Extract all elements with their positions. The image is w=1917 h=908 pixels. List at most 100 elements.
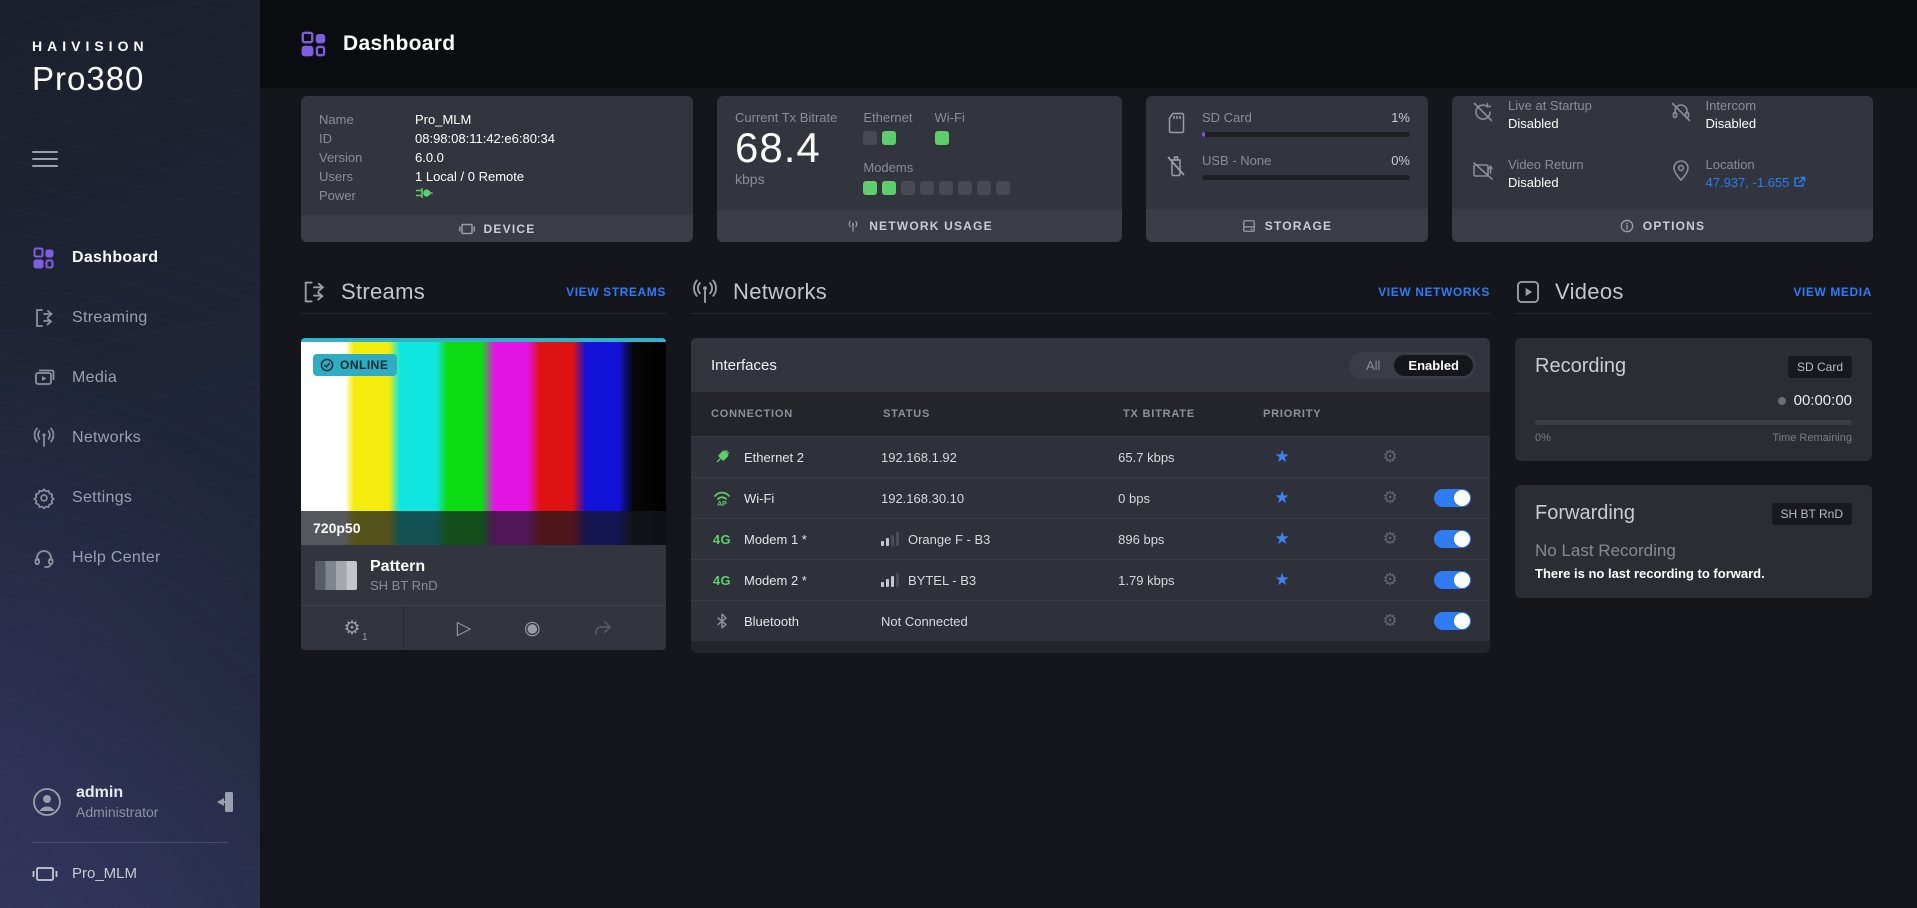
- stream-resolution: 720p50: [301, 511, 666, 545]
- sd-card-percent: 1%: [1391, 110, 1410, 125]
- priority-star-icon[interactable]: ★: [1274, 488, 1290, 507]
- main-area: Dashboard Name Pro_MLM ID 08:98:08:11:42:e…: [260, 0, 1917, 908]
- interface-status: Orange F - B3: [907, 531, 991, 547]
- configure-icon[interactable]: ⚙: [1382, 488, 1398, 507]
- view-networks-link[interactable]: VIEW NETWORKS: [1378, 284, 1490, 299]
- recording-time-remaining: Time Remaining: [1772, 432, 1852, 444]
- interface-toggle[interactable]: [1433, 530, 1471, 548]
- settings-gear-icon: [32, 486, 56, 510]
- column-status: STATUS: [883, 408, 931, 420]
- option-label: Location: [1705, 156, 1755, 172]
- hamburger-menu-icon[interactable]: [32, 146, 58, 172]
- priority-star-icon[interactable]: ★: [1274, 529, 1290, 548]
- ethernet-indicators: [863, 131, 912, 150]
- sidebar-nav: Dashboard Streaming Media: [0, 238, 260, 598]
- interface-name: Modem 1 *: [744, 531, 807, 547]
- ethernet-label: Ethernet: [863, 110, 913, 125]
- help-headset-icon: [32, 546, 56, 570]
- storage-footer-label: STORAGE: [1264, 218, 1333, 233]
- storage-card: SD Card 1%: [1146, 96, 1428, 242]
- interface-toggle[interactable]: [1433, 612, 1471, 630]
- view-media-link[interactable]: VIEW MEDIA: [1793, 284, 1872, 299]
- sidebar-item-help-center[interactable]: Help Center: [0, 538, 260, 578]
- location-link[interactable]: 47.937, -1.655: [1706, 175, 1807, 190]
- interface-name: Ethernet 2: [744, 449, 804, 465]
- stream-name: Pattern: [370, 557, 426, 575]
- interface-toggle[interactable]: [1433, 489, 1471, 507]
- logo: HAIVISION Pro380: [0, 0, 260, 98]
- option-value: Disabled: [1508, 116, 1559, 131]
- bitrate-unit: kbps: [735, 171, 765, 187]
- sidebar-item-networks[interactable]: Networks: [0, 418, 260, 458]
- sidebar-item-streaming[interactable]: Streaming: [0, 298, 260, 338]
- stream-thumbnail[interactable]: ONLINE 720p50: [301, 338, 666, 545]
- configure-icon[interactable]: ⚙: [1382, 447, 1398, 466]
- device-field-label: Users: [319, 169, 353, 184]
- sidebar-item-media[interactable]: Media: [0, 358, 260, 398]
- option-value: Disabled: [1705, 116, 1757, 131]
- wifi-indicators: [934, 131, 965, 150]
- device-footer-button[interactable]: DEVICE: [301, 215, 693, 242]
- stream-configure-button[interactable]: ⚙ 1: [301, 606, 404, 650]
- filter-enabled-button[interactable]: Enabled: [1394, 354, 1473, 376]
- option-live-at-startup: Live at Startup Disabled: [1470, 98, 1658, 141]
- power-plug-icon: [415, 186, 433, 205]
- interface-status: Not Connected: [880, 613, 968, 629]
- wifi-label: Wi-Fi: [934, 110, 965, 125]
- 4g-icon: 4G: [712, 531, 732, 547]
- configure-icon[interactable]: ⚙: [1382, 529, 1398, 548]
- svg-text:AP: AP: [717, 501, 727, 507]
- page-title: Dashboard: [343, 32, 456, 55]
- record-button[interactable]: ◉: [524, 617, 541, 639]
- usb-label: USB - None: [1202, 153, 1272, 168]
- topbar: Dashboard: [260, 0, 1917, 88]
- networks-section: Networks VIEW NETWORKS Interfaces All En…: [691, 270, 1490, 653]
- storage-footer-button[interactable]: STORAGE: [1146, 209, 1428, 242]
- logout-icon[interactable]: [214, 790, 236, 814]
- network-usage-card: Current Tx Bitrate 68.4 kbps Ethernet: [717, 96, 1122, 242]
- sd-card-progress: [1202, 132, 1410, 137]
- bitrate-value: 68.4: [735, 124, 821, 171]
- streams-section: Streams VIEW STREAMS ONLINE 720p50: [301, 270, 666, 653]
- bitrate-label: Current Tx Bitrate: [735, 110, 838, 125]
- interface-name: Wi-Fi: [744, 490, 775, 506]
- intercom-disabled-icon: [1668, 100, 1694, 141]
- sidebar-item-label: Settings: [72, 489, 133, 506]
- sidebar-item-label: Streaming: [72, 309, 148, 326]
- user-block: admin Administrator: [0, 784, 260, 820]
- live-at-startup-disabled-icon: [1470, 100, 1496, 141]
- avatar-icon: [32, 787, 62, 817]
- priority-star-icon[interactable]: ★: [1274, 447, 1290, 466]
- sidebar-item-settings[interactable]: Settings: [0, 478, 260, 518]
- options-footer-label: OPTIONS: [1642, 218, 1706, 233]
- play-button[interactable]: ▷: [456, 617, 472, 639]
- device-name-label: Pro_MLM: [72, 865, 138, 882]
- interface-toggle[interactable]: [1433, 571, 1471, 589]
- recording-percent: 0%: [1535, 432, 1551, 444]
- interface-status: 192.168.30.10: [880, 490, 965, 506]
- network-usage-footer-label: NETWORK USAGE: [869, 219, 993, 233]
- option-video-return: Video Return Disabled: [1470, 157, 1658, 200]
- record-dot-icon: [1777, 396, 1786, 405]
- bluetooth-icon: [711, 613, 733, 629]
- dashboard-grid-icon: [32, 246, 56, 270]
- configure-icon[interactable]: ⚙: [1382, 611, 1398, 630]
- forward-button[interactable]: [593, 620, 613, 636]
- device-icon: [32, 866, 58, 882]
- sd-card-icon: [1164, 112, 1188, 134]
- stream-info-row[interactable]: Pattern SH BT RnD: [301, 545, 666, 606]
- brand-name: HAIVISION: [32, 38, 149, 54]
- filter-all-button[interactable]: All: [1365, 357, 1381, 373]
- forwarding-status: No Last Recording: [1535, 541, 1676, 560]
- device-icon: [458, 223, 475, 235]
- options-footer-button[interactable]: OPTIONS: [1452, 209, 1873, 242]
- configure-icon[interactable]: ⚙: [1382, 570, 1398, 589]
- sidebar-item-label: Media: [72, 369, 118, 386]
- device-field-value: 6.0.0: [415, 150, 444, 165]
- external-link-icon: [1794, 176, 1806, 188]
- network-usage-footer-button[interactable]: NETWORK USAGE: [717, 210, 1122, 242]
- priority-star-icon[interactable]: ★: [1274, 570, 1290, 589]
- device-name-row: Pro_MLM: [0, 843, 260, 908]
- view-streams-link[interactable]: VIEW STREAMS: [566, 284, 666, 299]
- sidebar-item-dashboard[interactable]: Dashboard: [0, 238, 260, 278]
